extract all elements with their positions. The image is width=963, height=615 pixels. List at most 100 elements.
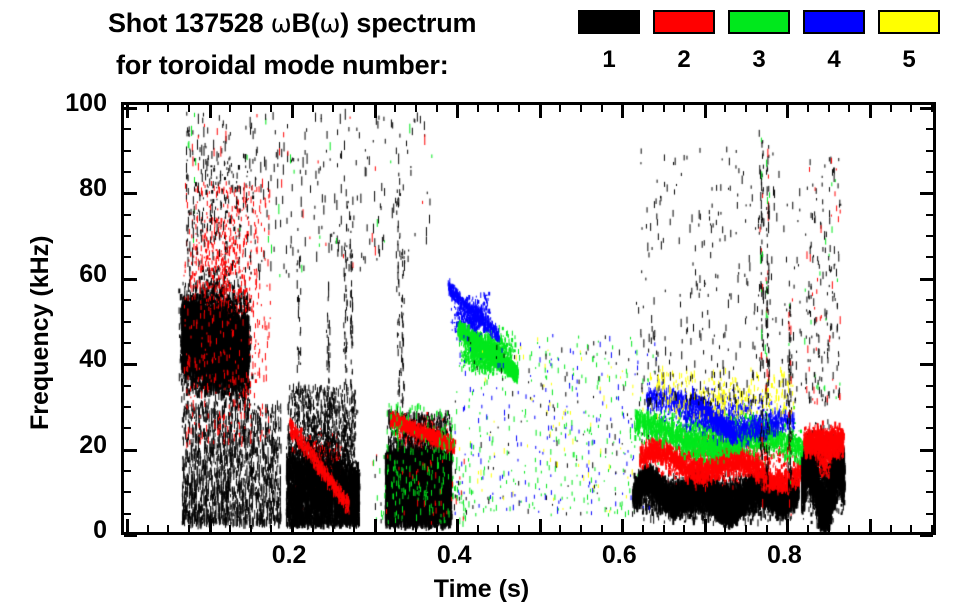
y-tick-right-55 <box>926 299 933 302</box>
x-tick-top-0.025 <box>146 105 149 112</box>
x-tick-top-0.400 <box>456 105 460 118</box>
y-tick-label-100: 100 <box>65 89 107 117</box>
x-tick-0.875 <box>848 525 851 532</box>
plot-area <box>121 102 936 537</box>
x-tick-top-0.925 <box>889 105 892 112</box>
omega-symbol-1: ω <box>270 9 292 38</box>
title-shot-text: Shot 137528 <box>108 8 271 38</box>
x-tick-0.625 <box>641 525 644 532</box>
y-tick-right-25 <box>926 427 933 430</box>
y-tick-right-65 <box>926 256 933 259</box>
legend-label-mode-1: 1 <box>602 46 616 73</box>
legend-label-mode-3: 3 <box>752 46 766 73</box>
legend-item-mode-3[interactable]: 3 <box>728 10 792 74</box>
x-tick-0.500 <box>538 519 542 532</box>
x-tick-top-0.150 <box>249 105 252 112</box>
x-axis-title: Time (s) <box>433 575 530 603</box>
x-tick-top-0.675 <box>683 105 686 112</box>
x-tick-top-0.750 <box>745 105 748 112</box>
x-tick-top-0.200 <box>291 105 295 118</box>
x-tick-top-0.575 <box>600 105 603 112</box>
x-tick-top-0.775 <box>765 105 768 112</box>
x-tick-0.100 <box>208 519 212 532</box>
y-tick-60 <box>124 277 137 281</box>
x-tick-top-0.250 <box>332 105 335 112</box>
y-tick-label-60: 60 <box>79 259 107 288</box>
y-tick-label-0: 0 <box>93 516 107 544</box>
y-tick-label-40: 40 <box>79 345 107 374</box>
y-tick-right-40 <box>920 363 933 367</box>
title-b-text: B( <box>291 8 320 38</box>
y-tick-40 <box>124 363 137 367</box>
x-tick-top-0.875 <box>848 105 851 112</box>
y-tick-label-80: 80 <box>79 174 107 203</box>
x-tick-top-0.725 <box>724 105 727 112</box>
y-tick-label-20: 20 <box>79 430 107 459</box>
x-tick-top-0.550 <box>580 105 583 112</box>
y-tick-75 <box>124 213 131 216</box>
x-tick-0.700 <box>703 519 707 532</box>
y-tick-55 <box>124 299 131 302</box>
x-tick-0.450 <box>497 525 500 532</box>
x-tick-0.275 <box>353 525 355 532</box>
y-tick-right-0 <box>920 534 933 537</box>
x-tick-top-0.525 <box>559 105 562 112</box>
legend-item-mode-4[interactable]: 4 <box>803 10 867 74</box>
x-tick-0.125 <box>229 525 232 532</box>
x-tick-0.075 <box>187 525 190 532</box>
x-tick-0.350 <box>414 525 417 532</box>
y-tick-right-5 <box>926 512 933 515</box>
x-tick-top-0.225 <box>311 105 314 112</box>
x-tick-top-0.500 <box>538 105 542 118</box>
x-tick-top-0.375 <box>435 105 438 112</box>
x-tick-0.775 <box>765 525 768 532</box>
x-tick-top-0.050 <box>167 105 170 112</box>
x-tick-top-0.475 <box>518 105 521 112</box>
x-tick-label-0.8: 0.8 <box>767 541 802 569</box>
legend-item-mode-2[interactable]: 2 <box>653 10 717 74</box>
y-tick-90 <box>124 149 131 152</box>
y-tick-0 <box>124 534 137 537</box>
y-tick-65 <box>124 256 131 259</box>
legend-swatch-mode-4 <box>803 10 865 34</box>
legend-swatch-mode-5 <box>878 10 940 34</box>
legend: 1 2 3 4 5 <box>578 10 956 88</box>
x-tick-0.925 <box>889 525 892 532</box>
y-tick-5 <box>124 512 131 515</box>
x-tick-top-0.425 <box>476 105 479 112</box>
legend-item-mode-5[interactable]: 5 <box>878 10 942 74</box>
y-tick-right-45 <box>926 341 933 344</box>
x-tick-top-0.000 <box>126 105 129 118</box>
legend-item-mode-1[interactable]: 1 <box>578 10 642 74</box>
y-tick-95 <box>124 128 131 131</box>
legend-swatch-mode-1 <box>578 10 640 34</box>
x-tick-top-0.450 <box>497 105 500 112</box>
x-tick-0.975 <box>930 525 933 532</box>
x-tick-top-0.900 <box>868 105 872 118</box>
x-tick-0.900 <box>868 519 872 532</box>
y-tick-right-85 <box>926 171 933 174</box>
y-tick-right-100 <box>920 107 933 110</box>
x-tick-top-0.625 <box>641 105 644 112</box>
x-tick-0.200 <box>291 519 295 532</box>
x-tick-top-0.350 <box>414 105 417 112</box>
x-tick-top-0.850 <box>827 105 830 112</box>
x-tick-0.425 <box>476 525 479 532</box>
x-tick-top-0.075 <box>187 105 190 112</box>
y-tick-85 <box>124 171 131 174</box>
y-tick-right-35 <box>926 384 933 387</box>
x-tick-0.475 <box>518 525 521 532</box>
x-tick-0.950 <box>910 525 913 532</box>
x-tick-label-0.6: 0.6 <box>601 541 637 569</box>
figure-title-line-2: for toroidal mode number: <box>116 50 449 80</box>
x-tick-0.150 <box>249 525 252 532</box>
x-tick-0.850 <box>827 525 830 532</box>
x-tick-0.375 <box>435 525 438 532</box>
x-tick-top-0.100 <box>208 105 212 118</box>
y-tick-35 <box>124 384 131 387</box>
x-tick-top-0.300 <box>373 105 377 118</box>
x-tick-0.325 <box>394 525 397 532</box>
x-tick-0.300 <box>373 519 377 532</box>
omega-symbol-2: ω <box>319 9 341 38</box>
